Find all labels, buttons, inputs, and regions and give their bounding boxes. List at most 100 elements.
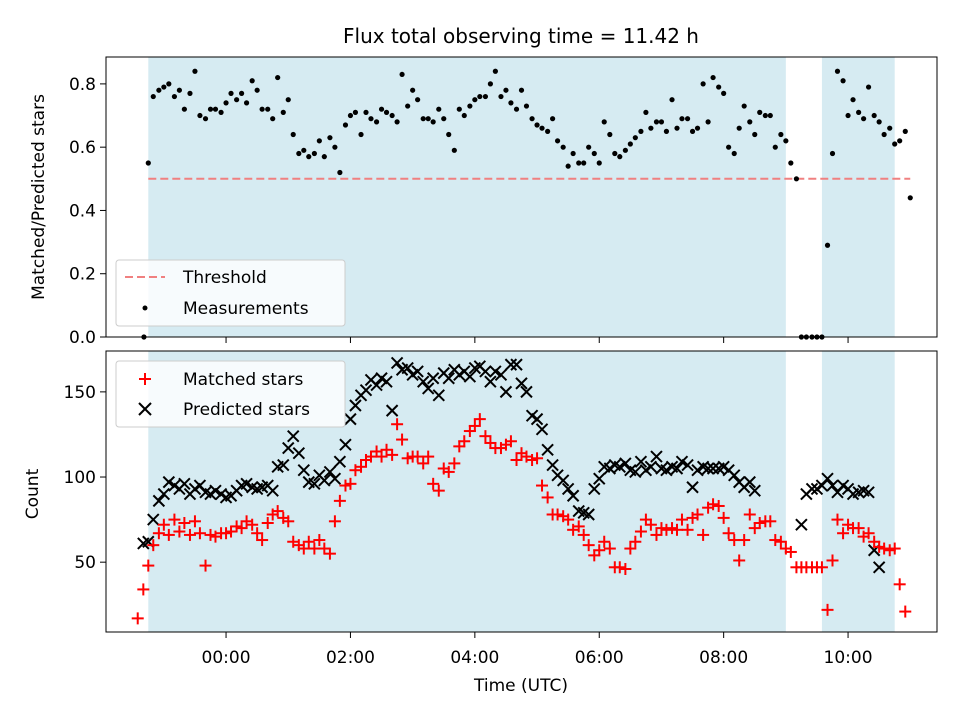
measurement-point [689, 128, 696, 134]
measurement-point [545, 128, 551, 134]
predicted-point [333, 455, 347, 468]
measurement-point [234, 97, 240, 103]
predicted-point [593, 472, 606, 485]
measurement-point [674, 125, 680, 131]
top-legend: Threshold Measurements [115, 259, 346, 327]
measurement-point [503, 87, 509, 93]
predicted-point [795, 518, 808, 531]
predicted-point [728, 469, 741, 482]
measurement-point [202, 116, 209, 122]
measurement-point [342, 122, 349, 128]
matched-point [168, 513, 181, 526]
matched-point [193, 527, 206, 540]
matched-point [831, 513, 844, 526]
measurement-point [617, 154, 623, 160]
matched-point [572, 520, 585, 533]
measurement-point [762, 112, 768, 119]
matched-point [448, 457, 461, 470]
predicted-point [494, 368, 508, 382]
matched-point [282, 515, 295, 528]
matched-point [375, 450, 388, 463]
predicted-point [344, 412, 357, 426]
top-y-axis-label: Matched/Predicted stars [29, 94, 49, 300]
bottom-plot-frame [105, 350, 938, 633]
predicted-point [650, 450, 663, 463]
measurement-point [150, 93, 156, 100]
measurement-point [399, 71, 405, 78]
measurement-point [897, 138, 903, 144]
top-y-tick-label: 0.2 [69, 265, 96, 285]
matched-point [562, 513, 575, 526]
measurement-point [871, 112, 877, 119]
predicted-point [421, 382, 435, 395]
measurement-point [560, 144, 566, 150]
predicted-point [686, 481, 699, 494]
measurement-point [736, 125, 742, 131]
top-y-tick-label: 0.8 [69, 75, 96, 95]
matched-point [271, 505, 284, 518]
measurement-point [653, 119, 660, 125]
measurement-point [316, 138, 322, 144]
predicted-point [339, 438, 352, 451]
matched-point [717, 511, 730, 524]
legend-matched-label: Matched stars [183, 370, 303, 390]
ratio-panel: Flux total observing time = 11.42 h 0.00… [29, 24, 938, 348]
measurement-point [410, 87, 416, 93]
matched-point [364, 450, 377, 463]
matched-point [712, 499, 725, 512]
matched-point [256, 534, 269, 547]
measurement-point [658, 119, 665, 125]
matched-point [531, 452, 544, 465]
matched-point [826, 554, 839, 567]
measurement-point [741, 103, 747, 109]
matched-stars-series [131, 413, 912, 625]
predicted-point [541, 443, 554, 456]
measurement-point [296, 150, 302, 157]
matched-point [577, 528, 590, 541]
predicted-point [582, 508, 595, 521]
matched-point [142, 559, 155, 572]
measurement-point [684, 116, 691, 122]
measurement-point [321, 154, 327, 160]
matched-point [318, 542, 331, 555]
legend-matched-swatch [139, 373, 151, 385]
predicted-point [629, 465, 642, 479]
matched-point [691, 508, 704, 521]
measurement-point [156, 87, 162, 93]
matched-point [137, 583, 150, 596]
x-tick-label: 04:00 [450, 648, 499, 668]
matched-point [162, 528, 175, 541]
matched-point [815, 561, 828, 574]
matched-point [173, 525, 186, 538]
measurement-point [197, 112, 203, 119]
measurement-point [238, 90, 245, 96]
measurement-point [907, 195, 913, 201]
measurement-point [824, 242, 831, 248]
measurement-point [477, 93, 483, 100]
predicted-point [178, 477, 191, 491]
measurement-point [752, 131, 758, 138]
measurement-point [498, 93, 504, 100]
matched-point [738, 534, 751, 547]
matched-point [541, 491, 554, 504]
predicted-point [308, 477, 321, 491]
measurement-point [456, 106, 462, 112]
measurement-point [171, 93, 178, 100]
matched-point [411, 450, 424, 463]
matched-point [852, 522, 865, 535]
measurement-point [778, 131, 784, 138]
measurement-point [586, 144, 592, 150]
measurement-point [368, 116, 374, 122]
measurement-point [378, 106, 385, 112]
matched-point [323, 547, 336, 560]
predicted-point [328, 472, 342, 485]
measurement-point [663, 128, 670, 134]
matched-point [386, 448, 399, 461]
matched-point [681, 523, 694, 536]
predicted-point [385, 404, 399, 417]
measurement-point [212, 106, 219, 112]
bottom-y-tick-label: 100 [64, 468, 96, 488]
predicted-point [318, 474, 331, 487]
